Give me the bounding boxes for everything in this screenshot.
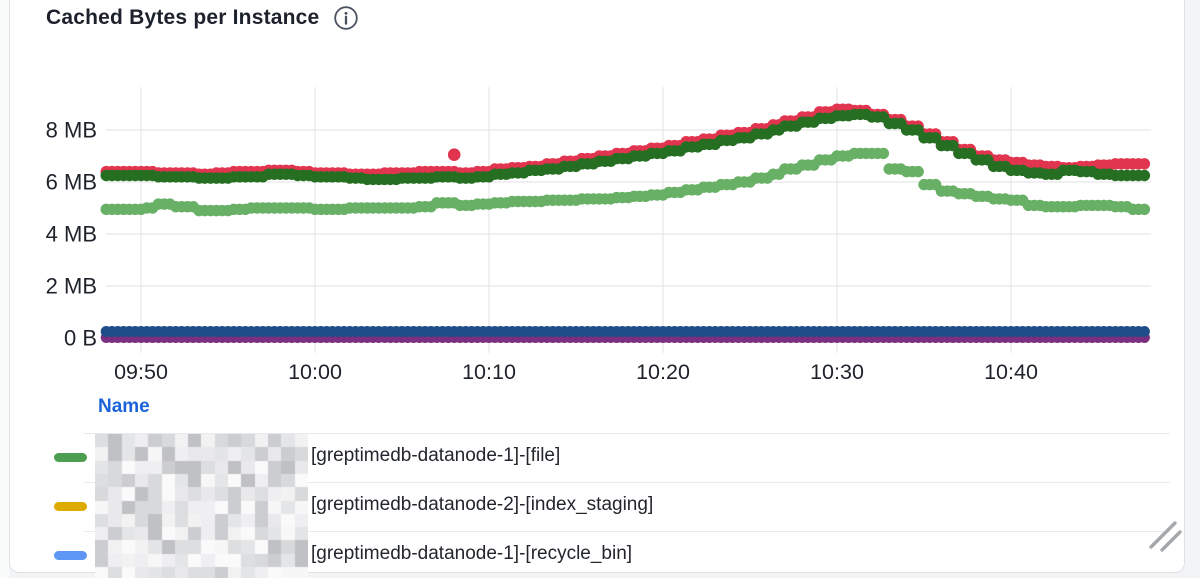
svg-text:09:50: 09:50 [114, 360, 168, 384]
panel-title: Cached Bytes per Instance [46, 6, 320, 29]
legend-row-file[interactable]: [greptimedb-datanode-1]-[file] [10, 433, 1184, 481]
outlier-points [447, 148, 461, 161]
legend-separator [84, 482, 1170, 483]
series-light-green [100, 147, 1151, 217]
info-icon[interactable] [333, 5, 359, 31]
svg-text:10:20: 10:20 [636, 360, 690, 384]
legend-row-recycle-bin[interactable]: [greptimedb-datanode-1]-[recycle_bin] [10, 531, 1184, 572]
legend-separator [84, 433, 1170, 434]
series-navy-blue [100, 326, 1150, 337]
panel-header: Cached Bytes per Instance [46, 5, 359, 31]
svg-text:2 MB: 2 MB [46, 274, 97, 299]
svg-text:10:40: 10:40 [984, 360, 1038, 384]
series-color-marker [54, 551, 87, 560]
svg-text:10:10: 10:10 [462, 360, 516, 384]
series-red [100, 103, 1151, 180]
series-purple [100, 332, 1150, 343]
legend-series-label: [greptimedb-datanode-1]-[file] [311, 445, 561, 466]
legend-separator [84, 531, 1170, 532]
x-axis-labels: 09:50 10:00 10:10 10:20 10:30 10:40 [114, 360, 1038, 384]
legend-series-label: [greptimedb-datanode-1]-[recycle_bin] [311, 543, 633, 564]
svg-text:8 MB: 8 MB [46, 118, 97, 143]
svg-text:10:30: 10:30 [810, 360, 864, 384]
y-axis-labels: 8 MB 6 MB 4 MB 2 MB 0 B [46, 118, 97, 351]
legend-series-label: [greptimedb-datanode-2]-[index_staging] [311, 494, 654, 515]
series-color-marker [54, 502, 87, 511]
chart-gridlines [106, 87, 1151, 353]
legend-row-index-staging[interactable]: [greptimedb-datanode-2]-[index_staging] [10, 482, 1184, 530]
svg-text:4 MB: 4 MB [46, 222, 97, 247]
svg-text:6 MB: 6 MB [46, 170, 97, 195]
series-color-marker [54, 453, 87, 462]
legend-header-name[interactable]: Name [98, 396, 150, 417]
redaction-mosaic [95, 434, 308, 578]
page-left-margin [0, 0, 9, 578]
svg-text:0 B: 0 B [64, 326, 97, 351]
series-dark-green [100, 108, 1151, 186]
panel-resize-handle[interactable] [1139, 513, 1185, 553]
svg-text:10:00: 10:00 [288, 360, 342, 384]
